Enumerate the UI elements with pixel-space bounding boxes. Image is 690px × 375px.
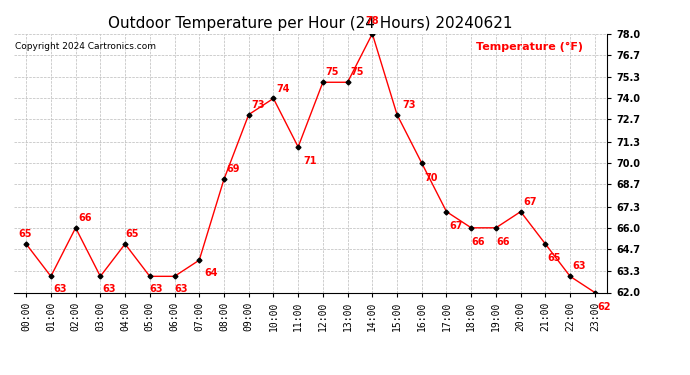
- Text: Temperature (°F): Temperature (°F): [477, 42, 584, 52]
- Text: 67: 67: [523, 197, 537, 207]
- Text: 66: 66: [496, 237, 509, 247]
- Text: 62: 62: [598, 302, 611, 312]
- Text: 63: 63: [175, 284, 188, 294]
- Text: 63: 63: [103, 284, 117, 294]
- Text: 63: 63: [573, 261, 586, 272]
- Text: 69: 69: [226, 165, 240, 174]
- Text: 70: 70: [424, 172, 437, 183]
- Text: 67: 67: [449, 221, 462, 231]
- Text: 71: 71: [303, 156, 317, 166]
- Text: 78: 78: [366, 16, 379, 26]
- Text: 65: 65: [548, 254, 562, 263]
- Text: 73: 73: [402, 100, 415, 110]
- Text: 75: 75: [350, 68, 364, 77]
- Text: 73: 73: [251, 100, 265, 110]
- Text: 66: 66: [471, 237, 484, 247]
- Title: Outdoor Temperature per Hour (24 Hours) 20240621: Outdoor Temperature per Hour (24 Hours) …: [108, 16, 513, 31]
- Text: 65: 65: [125, 229, 139, 239]
- Text: 66: 66: [78, 213, 92, 223]
- Text: 65: 65: [19, 229, 32, 239]
- Text: 74: 74: [276, 84, 289, 94]
- Text: 64: 64: [204, 268, 217, 278]
- Text: 63: 63: [150, 284, 164, 294]
- Text: 75: 75: [326, 68, 339, 77]
- Text: Copyright 2024 Cartronics.com: Copyright 2024 Cartronics.com: [15, 42, 156, 51]
- Text: 63: 63: [53, 284, 67, 294]
